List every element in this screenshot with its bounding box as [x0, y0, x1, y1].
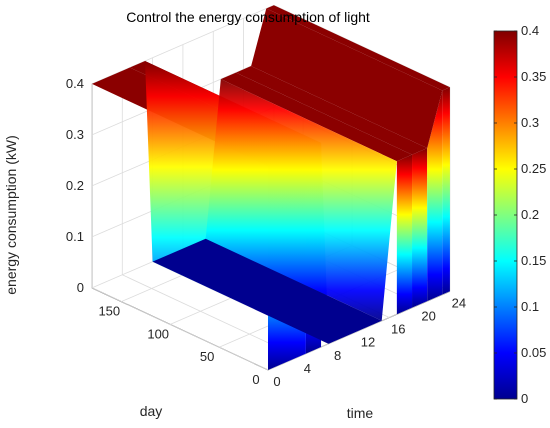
energy-surface: [91, 5, 450, 370]
surface-floor: [152, 238, 382, 344]
surface-front-face: [412, 148, 428, 308]
y-tick-label: 0: [273, 374, 280, 389]
colorbar-gradient: [493, 30, 518, 400]
x-tick-label: 150: [98, 304, 120, 319]
colorbar-tick-label: 0.4: [521, 23, 539, 38]
y-tick-label: 12: [361, 335, 375, 350]
z-tick-label: 0.3: [66, 127, 84, 142]
surface-top-face: [266, 5, 450, 91]
y-tick-label: 16: [391, 322, 405, 337]
surface-front-face: [427, 90, 443, 302]
z-tick-label: 0.2: [66, 178, 84, 193]
surface-front-face: [396, 154, 413, 315]
surface-top-face: [235, 66, 428, 155]
colorbar-tick-label: 0.15: [521, 253, 546, 268]
x-tick-label: 50: [200, 349, 214, 364]
colorbar-tick-label: 0: [521, 391, 528, 406]
z-axis-label: energy consumption (kW): [3, 135, 19, 295]
y-tick-label: 24: [452, 295, 466, 310]
surface-top-face: [251, 8, 443, 149]
surface-transition-wall: [205, 79, 397, 321]
colorbar-ticks: 0 0.05 0.1 0.15 0.2 0.25 0.3 0.35 0.4: [494, 23, 546, 406]
y-tick-label: 20: [421, 308, 435, 323]
x-axis-label: day: [140, 403, 163, 419]
axis-ticks: 0 0.1 0.2 0.3 0.4 0 50 100 150 0 4 8 12 16 20 24: [66, 76, 466, 389]
surface-top-face: [220, 72, 413, 162]
colorbar-tick-label: 0.3: [521, 115, 539, 130]
z-tick-label: 0: [77, 280, 84, 295]
colorbar-tick-label: 0.1: [521, 299, 539, 314]
colorbar-tick-label: 0.35: [521, 69, 546, 84]
grid-line-x: [267, 290, 451, 371]
colorbar: 0 0.05 0.1 0.15 0.2 0.25 0.3 0.35 0.4: [493, 23, 546, 406]
colorbar-tick-label: 0.05: [521, 345, 546, 360]
y-axis-label: time: [347, 405, 374, 421]
colorbar-tick-label: 0.25: [521, 161, 546, 176]
z-tick-label: 0.1: [66, 229, 84, 244]
x-tick-label: 0: [252, 372, 259, 387]
x-tick-label: 100: [147, 326, 169, 341]
colorbar-tick-label: 0.2: [521, 207, 539, 222]
y-tick-label: 4: [304, 361, 311, 376]
z-tick-label: 0.4: [66, 76, 84, 91]
chart-title: Control the energy consumption of light: [126, 9, 370, 25]
surface-front-face: [442, 87, 450, 295]
y-tick-label: 8: [334, 348, 341, 363]
